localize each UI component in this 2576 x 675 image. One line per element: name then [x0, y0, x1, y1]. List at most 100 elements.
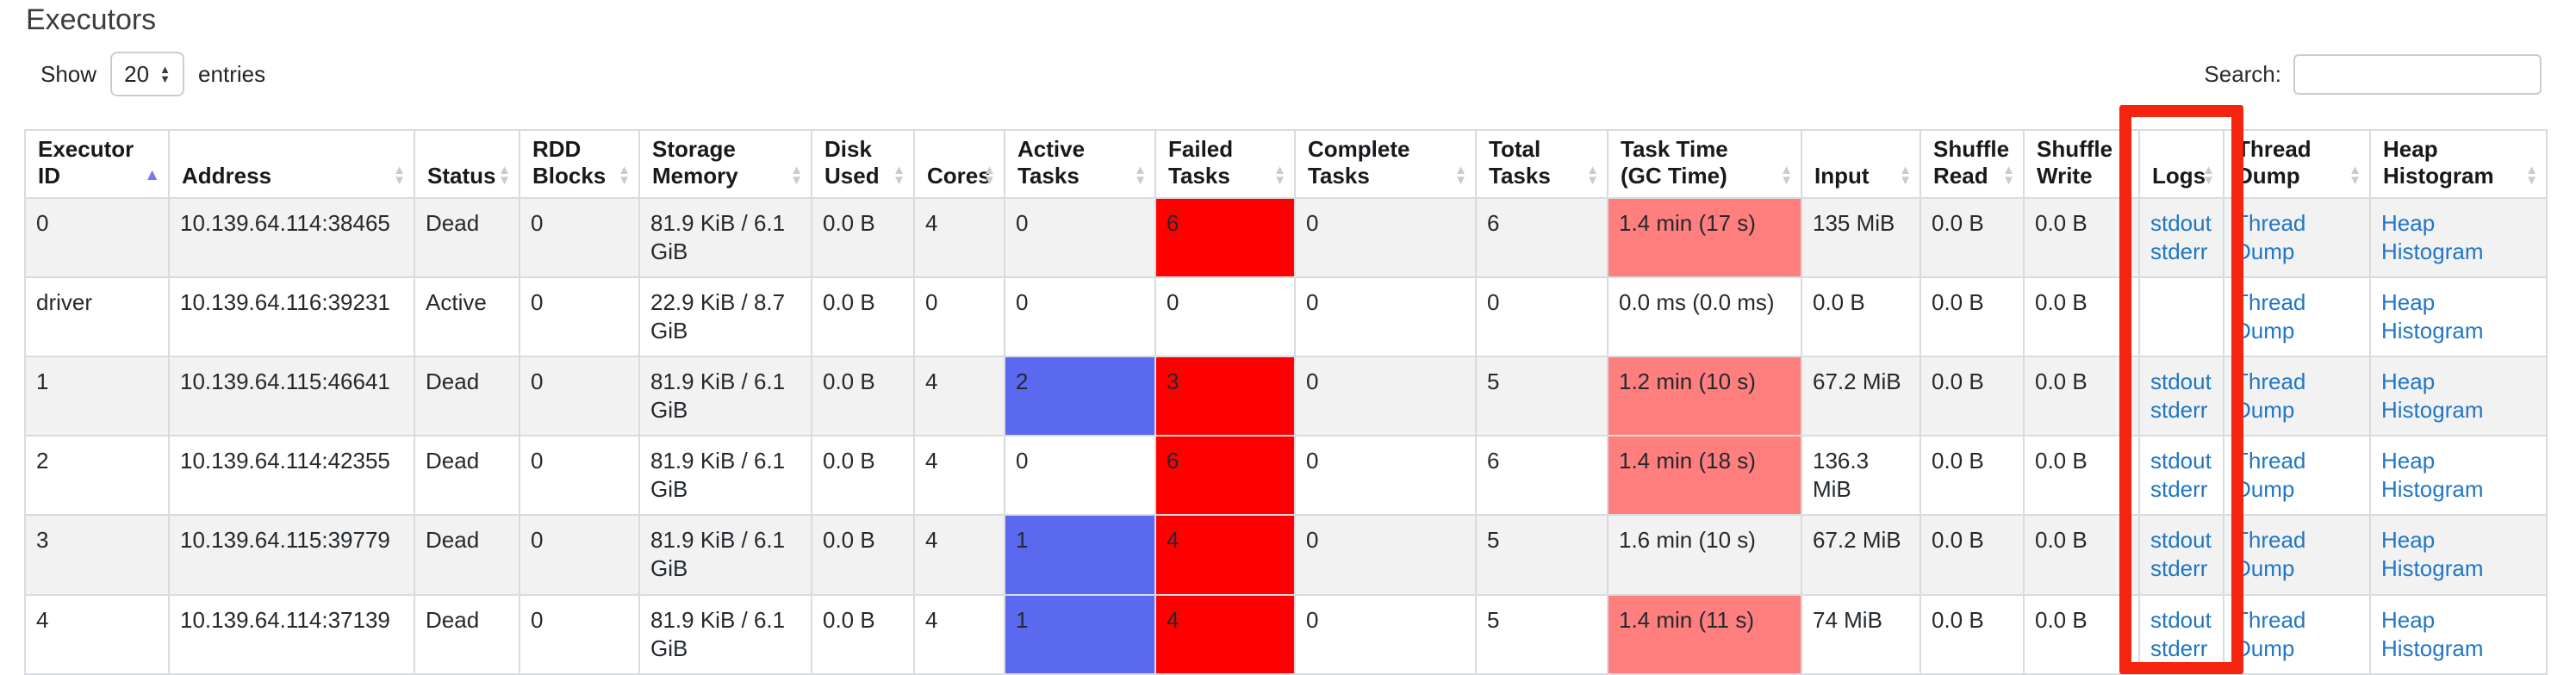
cell-complete_tasks: 0 [1294, 593, 1477, 675]
column-header-thread_dump[interactable]: Thread Dump ▲ ▼ [2223, 128, 2371, 200]
stderr-link[interactable]: stderr [2150, 476, 2208, 503]
column-label: Executor ID [38, 136, 134, 189]
cell-storage_memory: 81.9 KiB / 6.1 GiB [638, 197, 812, 279]
column-header-shuffle_read[interactable]: Shuffle Read ▲ ▼ [1920, 128, 2025, 200]
cell-logs: stdout stderr [2138, 356, 2224, 437]
stderr-link[interactable]: stderr [2150, 555, 2208, 582]
sort-toggle-icon: ▲ ▼ [498, 163, 511, 189]
column-header-complete_tasks[interactable]: Complete Tasks ▲ ▼ [1294, 128, 1477, 200]
cell-status: Dead [414, 435, 520, 517]
cell-shuffle_read: 0.0 B [1920, 356, 2025, 437]
column-label: Active Tasks [1017, 136, 1086, 189]
column-header-logs[interactable]: Logs ▲ ▼ [2138, 128, 2224, 200]
cell-storage_memory: 81.9 KiB / 6.1 GiB [638, 356, 812, 437]
page-size-select[interactable]: 20 ▲ ▼ [110, 52, 185, 96]
stdout-link[interactable]: stdout [2150, 448, 2212, 474]
cell-total_tasks: 5 [1475, 514, 1608, 596]
cell-complete_tasks: 0 [1294, 514, 1477, 596]
cell-executor_id: 4 [24, 593, 170, 675]
thread-dump-link[interactable]: Thread Dump [2235, 527, 2306, 582]
cell-input: 0.0 B [1801, 276, 1921, 358]
column-header-shuffle_write[interactable]: Shuffle Write ▲ ▼ [2023, 128, 2140, 200]
column-header-input[interactable]: Input ▲ ▼ [1801, 128, 1921, 200]
stdout-link[interactable]: stdout [2150, 527, 2212, 554]
column-label: Cores [927, 162, 991, 189]
page-length-control: Show 20 ▲ ▼ entries [40, 52, 265, 96]
cell-shuffle_write [2023, 672, 2140, 675]
column-header-task_time[interactable]: Task Time (GC Time) ▲ ▼ [1607, 128, 1802, 200]
search-control: Search: [2204, 53, 2542, 95]
stdout-link[interactable]: stdout [2150, 606, 2212, 633]
cell-thread_dump [2223, 672, 2371, 675]
cell-task_time: 1.6 min (10 s) [1607, 514, 1802, 596]
thread-dump-link[interactable]: Thread Dump [2235, 210, 2306, 265]
cell-total_tasks: 6 [1475, 435, 1608, 517]
table-row: 4 10.139.64.114:37139 Dead 0 81.9 KiB / 6.1 … [24, 593, 2548, 675]
cell-thread_dump: Thread Dump [2223, 356, 2371, 437]
stderr-link[interactable]: stderr [2150, 635, 2208, 661]
cell-executor_id: 1 [24, 356, 170, 437]
column-header-failed_tasks[interactable]: Failed Tasks ▲ ▼ [1154, 128, 1296, 200]
column-header-status[interactable]: Status ▲ ▼ [414, 128, 520, 200]
cell-storage_memory: 81.9 KiB / 6.1 GiB [638, 514, 812, 596]
cell-complete_tasks [1294, 672, 1477, 675]
cell-storage_memory: 81.9 KiB / 6.1 GiB [638, 593, 812, 675]
column-header-cores[interactable]: Cores ▲ ▼ [913, 128, 1005, 200]
sort-toggle-icon: ▲ ▼ [1899, 163, 1912, 189]
column-header-disk_used[interactable]: Disk Used ▲ ▼ [811, 128, 915, 200]
cell-thread_dump: Thread Dump [2223, 197, 2371, 279]
stderr-link[interactable]: stderr [2150, 397, 2208, 424]
column-header-active_tasks[interactable]: Active Tasks ▲ ▼ [1004, 128, 1156, 200]
column-label: Logs [2152, 162, 2206, 189]
thread-dump-link[interactable]: Thread Dump [2235, 368, 2306, 424]
cell-logs [2138, 276, 2224, 358]
cell-address [168, 672, 415, 675]
stdout-link[interactable]: stdout [2150, 210, 2212, 237]
heap-histogram-link[interactable]: Heap Histogram [2381, 368, 2484, 424]
cell-shuffle_write: 0.0 B [2023, 276, 2140, 358]
column-header-address[interactable]: Address ▲ ▼ [168, 128, 415, 200]
cell-disk_used: 0.0 B [811, 197, 915, 279]
sort-toggle-icon: ▲ ▼ [1273, 163, 1286, 189]
cell-address: 10.139.64.116:39231 [168, 276, 415, 358]
column-header-heap_histogram[interactable]: Heap Histogram ▲ ▼ [2369, 128, 2548, 200]
cell-heap_histogram: Heap Histogram [2369, 197, 2548, 279]
cell-active_tasks: 0 [1004, 197, 1156, 279]
cell-rdd_blocks: 0 [519, 276, 640, 358]
column-label: Complete Tasks [1308, 136, 1410, 189]
cell-shuffle_write: 0.0 B [2023, 593, 2140, 675]
cell-complete_tasks: 0 [1294, 356, 1477, 437]
column-label: Thread Dump [2237, 136, 2312, 189]
column-header-executor_id[interactable]: Executor ID ▲ [24, 128, 170, 200]
column-header-rdd_blocks[interactable]: RDD Blocks ▲ ▼ [519, 128, 640, 200]
column-label: Input [1814, 162, 1870, 189]
cell-thread_dump: Thread Dump [2223, 514, 2371, 596]
cell-rdd_blocks: 0 [519, 593, 640, 675]
cell-active_tasks: 0 [1004, 276, 1156, 358]
cell-status: Dead [414, 514, 520, 596]
search-input[interactable] [2293, 53, 2542, 95]
thread-dump-link[interactable]: Thread Dump [2235, 606, 2306, 661]
cell-complete_tasks: 0 [1294, 197, 1477, 279]
thread-dump-link[interactable]: Thread Dump [2235, 448, 2306, 503]
heap-histogram-link[interactable]: Heap Histogram [2381, 210, 2484, 265]
cell-input: 67.2 MiB [1801, 514, 1921, 596]
cell-cores: 4 [913, 197, 1005, 279]
page-title: Executors [26, 3, 157, 36]
heap-histogram-link[interactable]: Heap Histogram [2381, 606, 2484, 661]
column-header-total_tasks[interactable]: Total Tasks ▲ ▼ [1475, 128, 1608, 200]
cell-active_tasks [1004, 672, 1156, 675]
cell-disk_used: 0.0 B [811, 276, 915, 358]
heap-histogram-link[interactable]: Heap Histogram [2381, 448, 2484, 503]
heap-histogram-link[interactable]: Heap Histogram [2381, 527, 2484, 582]
column-header-storage_memory[interactable]: Storage Memory ▲ ▼ [638, 128, 812, 200]
heap-histogram-link[interactable]: Heap Histogram [2381, 289, 2484, 344]
cell-disk_used: 0.0 B [811, 435, 915, 517]
stderr-link[interactable]: stderr [2150, 238, 2208, 265]
cell-disk_used: 0.0 B [811, 593, 915, 675]
stdout-link[interactable]: stdout [2150, 368, 2212, 395]
cell-shuffle_write: 0.0 B [2023, 356, 2140, 437]
cell-shuffle_write: 0.0 B [2023, 197, 2140, 279]
thread-dump-link[interactable]: Thread Dump [2235, 289, 2306, 344]
sort-toggle-icon: ▲ ▼ [2202, 163, 2215, 189]
